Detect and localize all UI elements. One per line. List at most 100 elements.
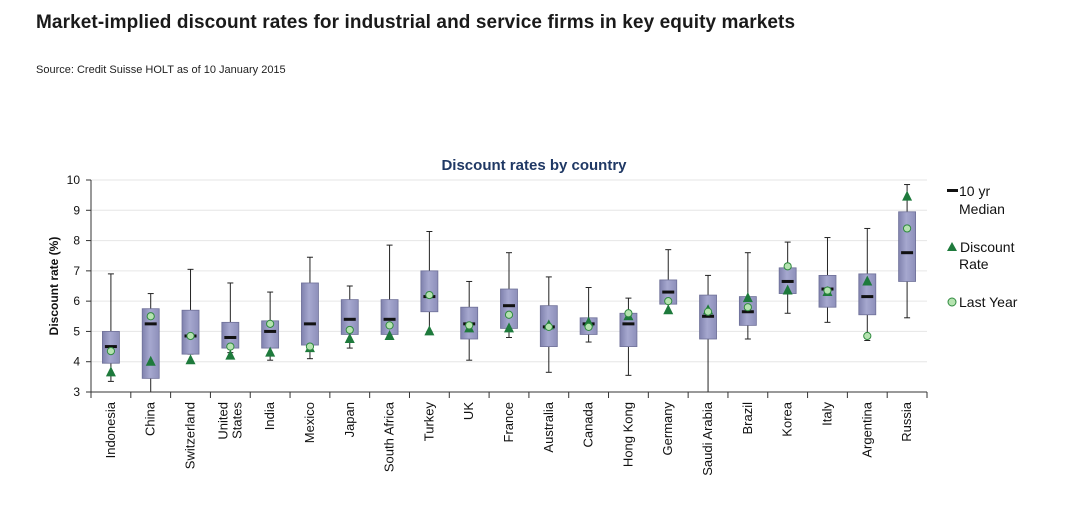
x-category-label: Brazil <box>740 402 755 435</box>
last-year-marker <box>504 310 514 319</box>
x-category-label: India <box>262 401 277 430</box>
median-mark <box>343 317 356 321</box>
median-mark <box>622 322 635 326</box>
last-year-marker <box>703 307 713 316</box>
last-year-marker <box>345 325 354 335</box>
y-tick-label: 4 <box>73 355 80 369</box>
discount-rate-marker <box>105 366 116 377</box>
last-year-marker <box>863 331 872 341</box>
marker-layer <box>105 190 913 377</box>
discount-rate-marker <box>663 304 674 315</box>
median-mark <box>503 304 515 308</box>
y-tick-label: 6 <box>73 294 80 308</box>
x-category-label: Hong Kong <box>620 402 635 467</box>
last-year-marker <box>425 290 434 300</box>
median-mark <box>861 295 874 299</box>
legend-last-year-label: Last Year <box>959 294 1018 310</box>
discount-rate-marker <box>384 329 395 340</box>
discount-rate-marker <box>504 322 514 333</box>
discount-rate-marker <box>225 349 236 360</box>
x-category-label: Argentina <box>859 401 874 457</box>
source-note: Source: Credit Suisse HOLT as of 10 Janu… <box>36 64 286 76</box>
legend-discount-label-1: Discount <box>960 239 1015 255</box>
median-mark <box>144 322 157 326</box>
x-category-label: UK <box>461 402 476 420</box>
median-mark <box>104 345 117 349</box>
last-year-marker <box>823 286 832 295</box>
last-year-marker <box>385 321 394 330</box>
last-year-marker <box>186 331 195 341</box>
y-tick-label: 7 <box>73 264 80 278</box>
discount-rate-marker <box>902 190 913 201</box>
last-year-marker <box>266 319 275 328</box>
discount-rate-marker <box>185 354 196 365</box>
label-layer: Indonesia China Switzerland United States Ind… <box>103 401 914 476</box>
x-category-label: Korea <box>780 401 795 436</box>
median-mark <box>383 317 396 321</box>
x-category-label: Canada <box>581 401 596 447</box>
last-year-marker <box>544 322 553 331</box>
median-mark <box>224 335 237 339</box>
x-category-label: Russia <box>899 401 914 442</box>
x-category-label: South Africa <box>382 401 397 472</box>
median-mark <box>781 279 794 283</box>
legend-last-year-marker <box>947 297 957 307</box>
median-mark <box>303 322 316 326</box>
median-mark <box>702 314 715 318</box>
discount-rate-marker <box>145 355 156 366</box>
box-layer <box>102 184 916 393</box>
last-year-marker <box>106 347 116 356</box>
x-category-label: China <box>143 401 158 436</box>
y-tick-label: 9 <box>73 203 80 217</box>
y-tick-label: 8 <box>73 234 80 248</box>
y-tick-label: 3 <box>73 385 80 399</box>
median-mark <box>662 290 675 294</box>
discount-rate-marker <box>265 346 276 357</box>
x-category-label: United <box>215 402 230 440</box>
legend-discount-label-2: Rate <box>959 256 989 272</box>
last-year-marker <box>902 224 912 233</box>
last-year-marker <box>584 322 593 331</box>
y-tick-label: 5 <box>73 324 80 338</box>
discount-rate-marker <box>862 275 873 286</box>
iqr-box <box>301 282 319 346</box>
page-title: Market-implied discount rates for indust… <box>36 12 796 33</box>
last-year-marker <box>783 262 792 271</box>
x-category-label: Germany <box>660 402 675 456</box>
x-category-label: Indonesia <box>103 401 118 458</box>
median-mark <box>264 329 277 333</box>
last-year-marker <box>146 312 155 321</box>
last-year-marker <box>624 309 633 318</box>
median-mark <box>901 251 914 255</box>
last-year-marker <box>465 321 474 330</box>
x-category-label: Japan <box>342 402 357 437</box>
discount-rate-marker <box>782 284 793 295</box>
legend-median-label-1: 10 yr <box>959 183 990 199</box>
iqr-box <box>141 308 160 379</box>
legend-median-label-2: Median <box>959 201 1005 217</box>
x-category-label: Turkey <box>421 402 436 442</box>
legend-median-swatch <box>947 189 958 192</box>
iqr-box <box>898 211 916 282</box>
y-tick-label: 10 <box>67 173 81 187</box>
discount-rate-marker <box>742 292 753 303</box>
last-year-marker <box>226 342 235 351</box>
last-year-marker <box>305 342 315 351</box>
last-year-marker <box>743 303 752 312</box>
x-category-label: France <box>501 402 516 442</box>
chart-title: Discount rates by country <box>441 157 627 174</box>
legend: 10 yr Median Discount Rate Last Year <box>947 183 1018 310</box>
median-mark <box>741 310 754 314</box>
last-year-marker <box>664 297 673 306</box>
x-category-label: Mexico <box>302 402 317 443</box>
legend-discount-rate-marker <box>947 242 957 251</box>
x-category-label: Italy <box>819 402 834 426</box>
x-category-label: Australia <box>541 401 556 452</box>
y-axis-title: Discount rate (%) <box>47 237 61 336</box>
x-category-label: Switzerland <box>183 402 198 469</box>
axis-layer: 3 4 5 6 7 8 9 10 <box>67 173 928 399</box>
discount-rate-marker <box>424 325 435 336</box>
x-category-label: States <box>229 402 244 439</box>
x-category-label: Saudi Arabia <box>700 401 715 475</box>
